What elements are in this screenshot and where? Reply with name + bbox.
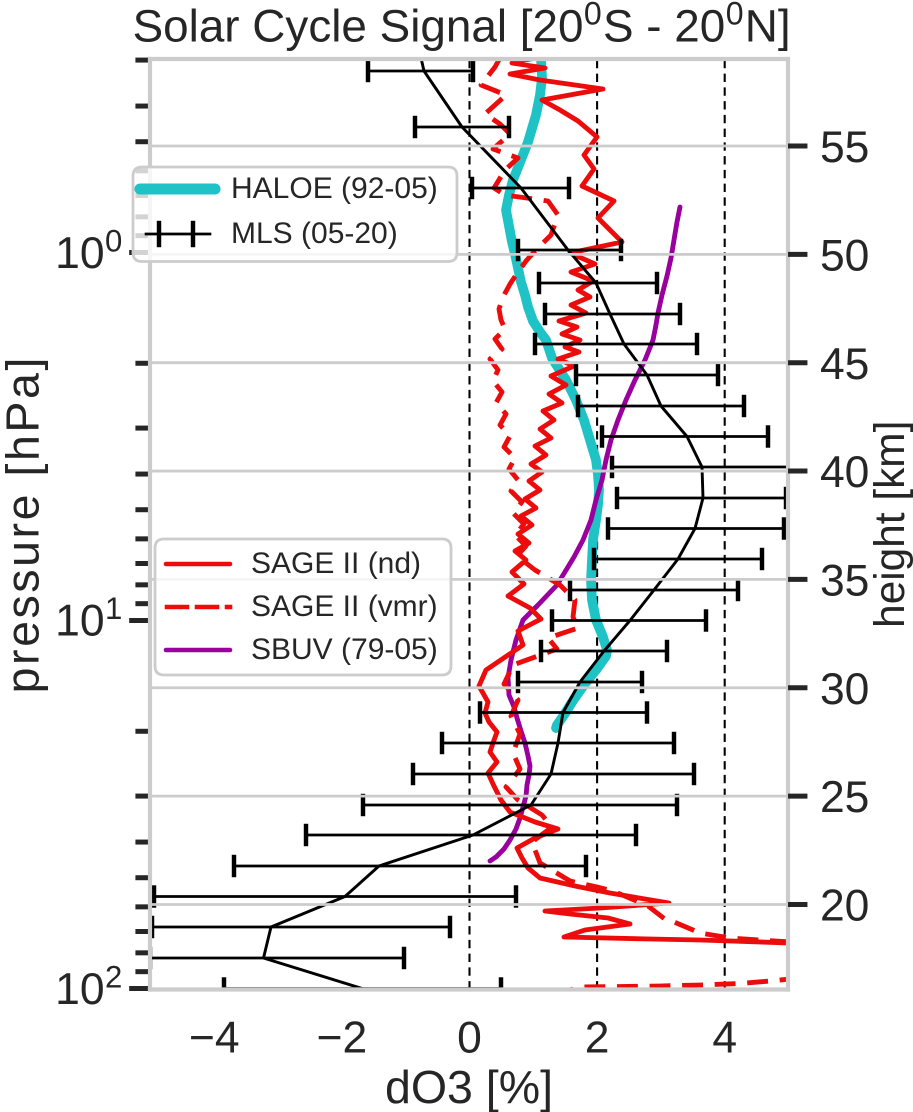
svg-text:S o l a: S o l a r C y c l e S i g n a l [ 2 0 S … bbox=[133, 0, 797, 51]
svg-text:SAGE II (nd): SAGE II (nd) bbox=[251, 547, 421, 580]
svg-text:HALOE (92-05): HALOE (92-05) bbox=[231, 172, 438, 205]
svg-text:−4: −4 bbox=[189, 1013, 240, 1062]
svg-text:SAGE II (vmr): SAGE II (vmr) bbox=[251, 590, 438, 623]
svg-text:pressure [hPa]: pressure [hPa] bbox=[0, 355, 49, 693]
svg-text:55: 55 bbox=[820, 123, 869, 172]
svg-text:0: 0 bbox=[457, 1013, 482, 1062]
svg-text:MLS (05-20): MLS (05-20) bbox=[231, 217, 398, 250]
svg-text:−2: −2 bbox=[317, 1013, 368, 1062]
svg-text:2: 2 bbox=[585, 1013, 610, 1062]
svg-text:1 0 2: 1 0 2 bbox=[55, 959, 122, 1013]
svg-text:20: 20 bbox=[820, 882, 869, 931]
svg-text:30: 30 bbox=[820, 665, 869, 714]
svg-text:25: 25 bbox=[820, 773, 869, 822]
svg-text:SBUV (79-05): SBUV (79-05) bbox=[251, 633, 438, 666]
svg-text:50: 50 bbox=[820, 231, 869, 280]
svg-text:height [km]: height [km] bbox=[866, 421, 913, 628]
svg-text:35: 35 bbox=[820, 557, 869, 606]
svg-text:1 0 0: 1 0 0 bbox=[55, 223, 122, 277]
svg-text:40: 40 bbox=[820, 448, 869, 497]
svg-text:4: 4 bbox=[712, 1013, 737, 1062]
svg-text:45: 45 bbox=[820, 340, 869, 389]
svg-text:dO3 [%]: dO3 [%] bbox=[385, 1061, 553, 1112]
svg-text:1 0 1: 1 0 1 bbox=[55, 591, 122, 645]
